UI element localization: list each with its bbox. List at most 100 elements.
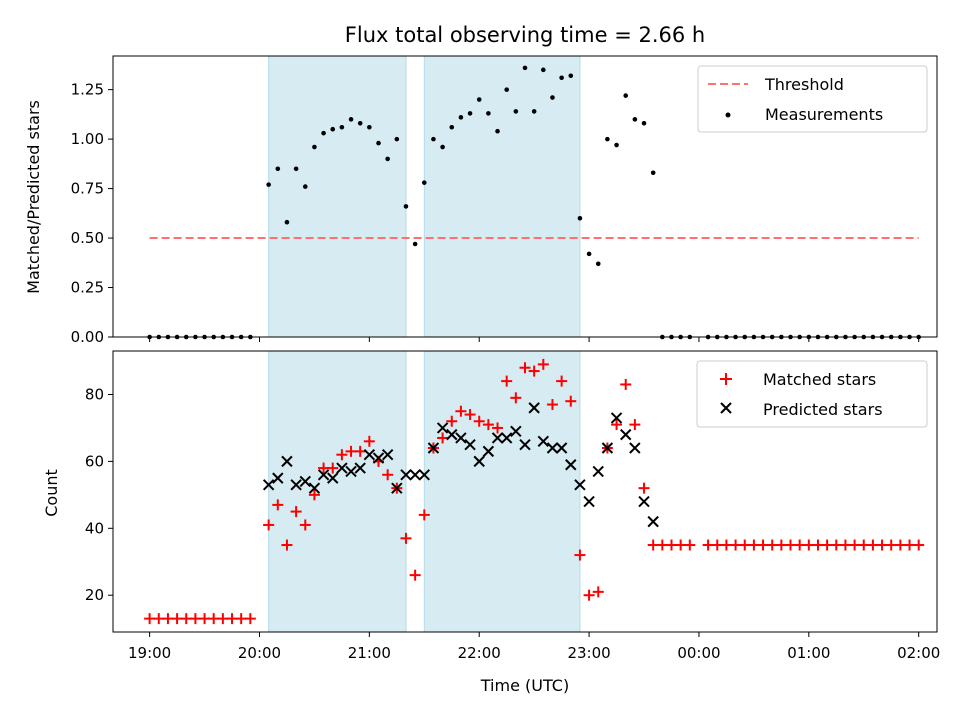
bottom-y-axis-label: Count bbox=[42, 469, 61, 517]
measurement-point bbox=[486, 111, 491, 116]
predicted-star-point bbox=[308, 482, 321, 494]
predicted-star-point bbox=[610, 412, 623, 424]
measurement-point bbox=[385, 156, 390, 162]
measurement-point bbox=[403, 204, 409, 209]
x-tick-label: 20:00 bbox=[238, 644, 281, 662]
shaded-interval bbox=[268, 350, 407, 633]
predicted-star-point bbox=[629, 442, 641, 454]
matched-star-point bbox=[327, 462, 339, 474]
top-y-axis-label: Matched/Predicted stars bbox=[24, 100, 43, 294]
matched-star-point bbox=[556, 375, 568, 387]
predicted-star-point bbox=[363, 448, 376, 461]
measurement-point bbox=[330, 126, 336, 132]
measurement-point bbox=[641, 120, 647, 126]
predicted-star-point bbox=[418, 469, 430, 481]
matched-star-point bbox=[684, 539, 696, 551]
measurement-point bbox=[595, 261, 601, 267]
predicted-star-point bbox=[647, 515, 659, 528]
matched-star-point bbox=[546, 399, 558, 411]
matched-star-point bbox=[913, 539, 925, 551]
predicted-star-point bbox=[327, 472, 339, 484]
matched-star-point bbox=[354, 445, 366, 457]
predicted-star-point bbox=[272, 472, 284, 484]
predicted-star-point bbox=[299, 475, 311, 488]
legend-predicted-swatch bbox=[720, 402, 732, 414]
bottom-legend: Matched stars Predicted stars bbox=[696, 360, 928, 428]
predicted-star-point bbox=[409, 469, 421, 481]
predicted-star-point bbox=[510, 425, 522, 437]
predicted-star-point bbox=[290, 479, 302, 491]
predicted-star-point bbox=[455, 432, 467, 444]
measurement-point bbox=[650, 170, 656, 176]
predicted-star-point bbox=[372, 452, 385, 464]
predicted-star-point bbox=[620, 428, 632, 441]
predicted-star-point bbox=[555, 442, 568, 454]
top-x-ticks bbox=[149, 337, 920, 342]
measurement-point bbox=[431, 136, 436, 142]
x-tick-label: 00:00 bbox=[677, 644, 720, 662]
measurement-point bbox=[339, 124, 345, 130]
measurement-point bbox=[614, 142, 619, 148]
legend-measurements-label: Measurements bbox=[765, 105, 883, 124]
measurement-point bbox=[531, 109, 537, 114]
matched-star-point bbox=[281, 539, 293, 551]
bottom-plot-panel: 19:00 20:00 21:00 22:00 23:00 00:00 01:00 02:00… bbox=[42, 350, 940, 695]
predicted-star-point bbox=[638, 495, 650, 508]
top-y-tick-label: 0.25 bbox=[71, 279, 104, 297]
measurement-point bbox=[440, 144, 445, 150]
x-tick-label: 23:00 bbox=[567, 644, 610, 662]
shaded-interval bbox=[268, 55, 407, 338]
predicted-star-point bbox=[601, 442, 614, 454]
predicted-star-point bbox=[464, 438, 476, 451]
matched-star-point bbox=[336, 449, 348, 461]
predicted-star-point bbox=[546, 442, 559, 454]
matched-star-point bbox=[418, 509, 430, 521]
matched-star-point bbox=[464, 409, 476, 421]
measurement-point bbox=[284, 219, 290, 225]
measurement-point bbox=[275, 166, 281, 172]
measurement-point bbox=[476, 97, 482, 102]
top-shaded-intervals bbox=[268, 55, 581, 338]
predicted-star-point bbox=[391, 482, 403, 494]
predicted-star-point bbox=[427, 442, 440, 454]
predicted-star-point bbox=[519, 438, 531, 451]
measurement-point bbox=[394, 136, 400, 142]
x-tick-label: 01:00 bbox=[787, 644, 830, 662]
legend-matched-swatch bbox=[720, 373, 732, 385]
measurement-point bbox=[376, 140, 381, 146]
top-plot-frame bbox=[112, 55, 938, 338]
measurement-point bbox=[293, 166, 299, 172]
matched-star-point bbox=[620, 378, 632, 390]
measurement-point bbox=[504, 87, 509, 92]
matched-star-point bbox=[446, 415, 458, 427]
predicted-star-point bbox=[473, 455, 485, 468]
shaded-interval bbox=[423, 55, 581, 338]
measurement-point bbox=[550, 95, 555, 100]
bottom-plot-frame bbox=[112, 350, 938, 633]
predicted-star-point bbox=[583, 495, 595, 508]
measurement-point bbox=[412, 241, 418, 247]
measurement-point bbox=[357, 120, 363, 126]
matched-star-point bbox=[272, 499, 284, 511]
x-tick-label: 21:00 bbox=[348, 644, 391, 662]
matched-star-point bbox=[519, 362, 531, 374]
measurement-point bbox=[421, 180, 427, 185]
predicted-star-point bbox=[381, 448, 394, 461]
matched-star-point bbox=[290, 506, 302, 518]
matched-star-point bbox=[528, 365, 540, 377]
matched-star-point bbox=[473, 415, 485, 427]
x-tick-label: 02:00 bbox=[897, 644, 940, 662]
top-y-tick-label: 0.50 bbox=[71, 229, 104, 247]
measurement-point bbox=[623, 93, 629, 98]
bottom-y-tick-label: 60 bbox=[85, 452, 104, 470]
predicted-star-point bbox=[436, 422, 449, 434]
matched-star-point bbox=[501, 375, 513, 387]
top-legend: Threshold Measurements bbox=[697, 65, 928, 133]
matched-star-point bbox=[592, 586, 604, 598]
measurement-point bbox=[605, 136, 610, 142]
measurement-point bbox=[302, 184, 308, 189]
matched-star-point bbox=[492, 422, 504, 434]
bottom-legend-box bbox=[696, 360, 928, 428]
matched-star-point bbox=[574, 549, 586, 561]
matched-star-point bbox=[400, 532, 412, 544]
